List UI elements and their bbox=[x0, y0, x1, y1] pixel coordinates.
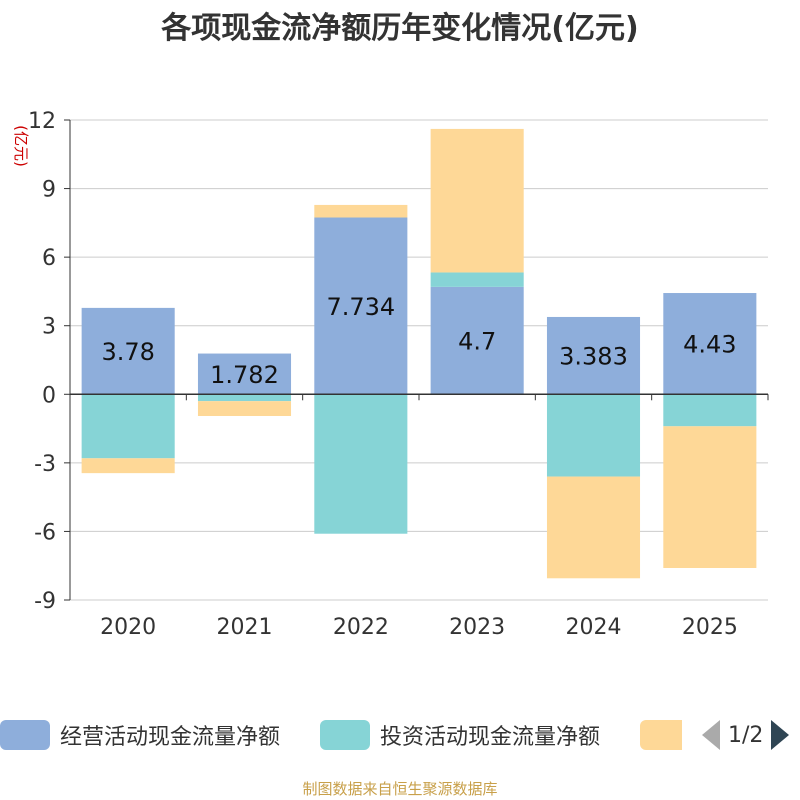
y-tick-label: 12 bbox=[28, 109, 56, 134]
x-tick-label: 2024 bbox=[566, 615, 622, 640]
data-label: 3.383 bbox=[559, 343, 628, 371]
y-tick-label: -6 bbox=[34, 520, 56, 545]
x-tick-label: 2022 bbox=[333, 615, 389, 640]
legend-swatch-investing bbox=[320, 720, 370, 750]
y-tick-label: -9 bbox=[34, 589, 56, 614]
chart-title: 各项现金流净额历年变化情况(亿元) bbox=[160, 11, 638, 46]
data-label: 1.782 bbox=[210, 361, 279, 389]
bar-2020-series-2[interactable] bbox=[81, 458, 175, 474]
y-tick-label: 9 bbox=[42, 178, 56, 203]
bar-2020-series-1[interactable] bbox=[81, 394, 175, 459]
y-axis-unit-label: (亿元) bbox=[12, 125, 30, 167]
bar-2024-series-2[interactable] bbox=[546, 476, 641, 579]
data-label: 7.734 bbox=[326, 293, 395, 321]
x-tick-label: 2021 bbox=[217, 615, 273, 640]
bar-2022-series-0[interactable] bbox=[314, 217, 408, 395]
bar-2021-series-0[interactable] bbox=[197, 353, 292, 395]
y-tick-label: -3 bbox=[34, 452, 56, 477]
data-label: 4.7 bbox=[458, 328, 496, 356]
x-tick-label: 2025 bbox=[682, 615, 738, 640]
tick-labels: 12 9 6 3 0 -3 -6 -9 2020 2021 2022 2023 2024 2025 bbox=[28, 109, 738, 640]
bar-2022-series-1[interactable] bbox=[314, 394, 408, 534]
bar-2025-series-0[interactable] bbox=[663, 293, 757, 395]
y-tick-label: 0 bbox=[42, 383, 56, 408]
legend-label-investing: 投资活动现金流量净额 bbox=[380, 725, 601, 750]
legend-pager: 1/2 bbox=[702, 720, 790, 750]
bar-2022-series-2[interactable] bbox=[314, 204, 408, 218]
legend-item-financing[interactable] bbox=[640, 720, 692, 750]
bars bbox=[81, 128, 757, 579]
y-tick-label: 6 bbox=[42, 246, 56, 271]
axes bbox=[64, 119, 769, 601]
y-tick-label: 3 bbox=[42, 315, 56, 340]
legend-swatch-financing bbox=[640, 720, 682, 750]
x-tick-label: 2023 bbox=[449, 615, 505, 640]
bar-2021-series-1[interactable] bbox=[197, 394, 292, 402]
grid-lines bbox=[70, 119, 768, 601]
legend-label-operating: 经营活动现金流量净额 bbox=[60, 725, 281, 750]
pager-prev-icon[interactable] bbox=[702, 720, 720, 750]
bar-2020-series-0[interactable] bbox=[81, 307, 175, 395]
bar-2023-series-1[interactable] bbox=[430, 272, 524, 287]
x-tick-label: 2020 bbox=[100, 615, 156, 640]
data-label: 4.43 bbox=[683, 331, 736, 359]
bar-2024-series-0[interactable] bbox=[546, 316, 641, 395]
bar-2025-series-2[interactable] bbox=[663, 426, 757, 568]
bar-2025-series-1[interactable] bbox=[663, 394, 757, 427]
legend-item-investing[interactable]: 投资活动现金流量净额 bbox=[320, 720, 600, 750]
bar-2023-series-2[interactable] bbox=[430, 128, 524, 273]
bar-2021-series-2[interactable] bbox=[197, 401, 292, 416]
pager-page-text: 1/2 bbox=[728, 722, 764, 748]
bar-2024-series-1[interactable] bbox=[546, 394, 641, 477]
data-label: 3.78 bbox=[101, 338, 154, 366]
legend: 经营活动现金流量净额 投资活动现金流量净额 1/2 bbox=[0, 714, 800, 754]
legend-swatch-operating bbox=[0, 720, 50, 750]
source-footer: 制图数据来自恒生聚源数据库 bbox=[302, 780, 498, 798]
bar-2023-series-0[interactable] bbox=[430, 286, 524, 395]
data-labels: 3.78 1.782 7.734 4.7 3.383 4.43 bbox=[101, 293, 736, 389]
legend-item-operating[interactable]: 经营活动现金流量净额 bbox=[0, 720, 280, 750]
pager-next-icon[interactable] bbox=[771, 720, 790, 750]
